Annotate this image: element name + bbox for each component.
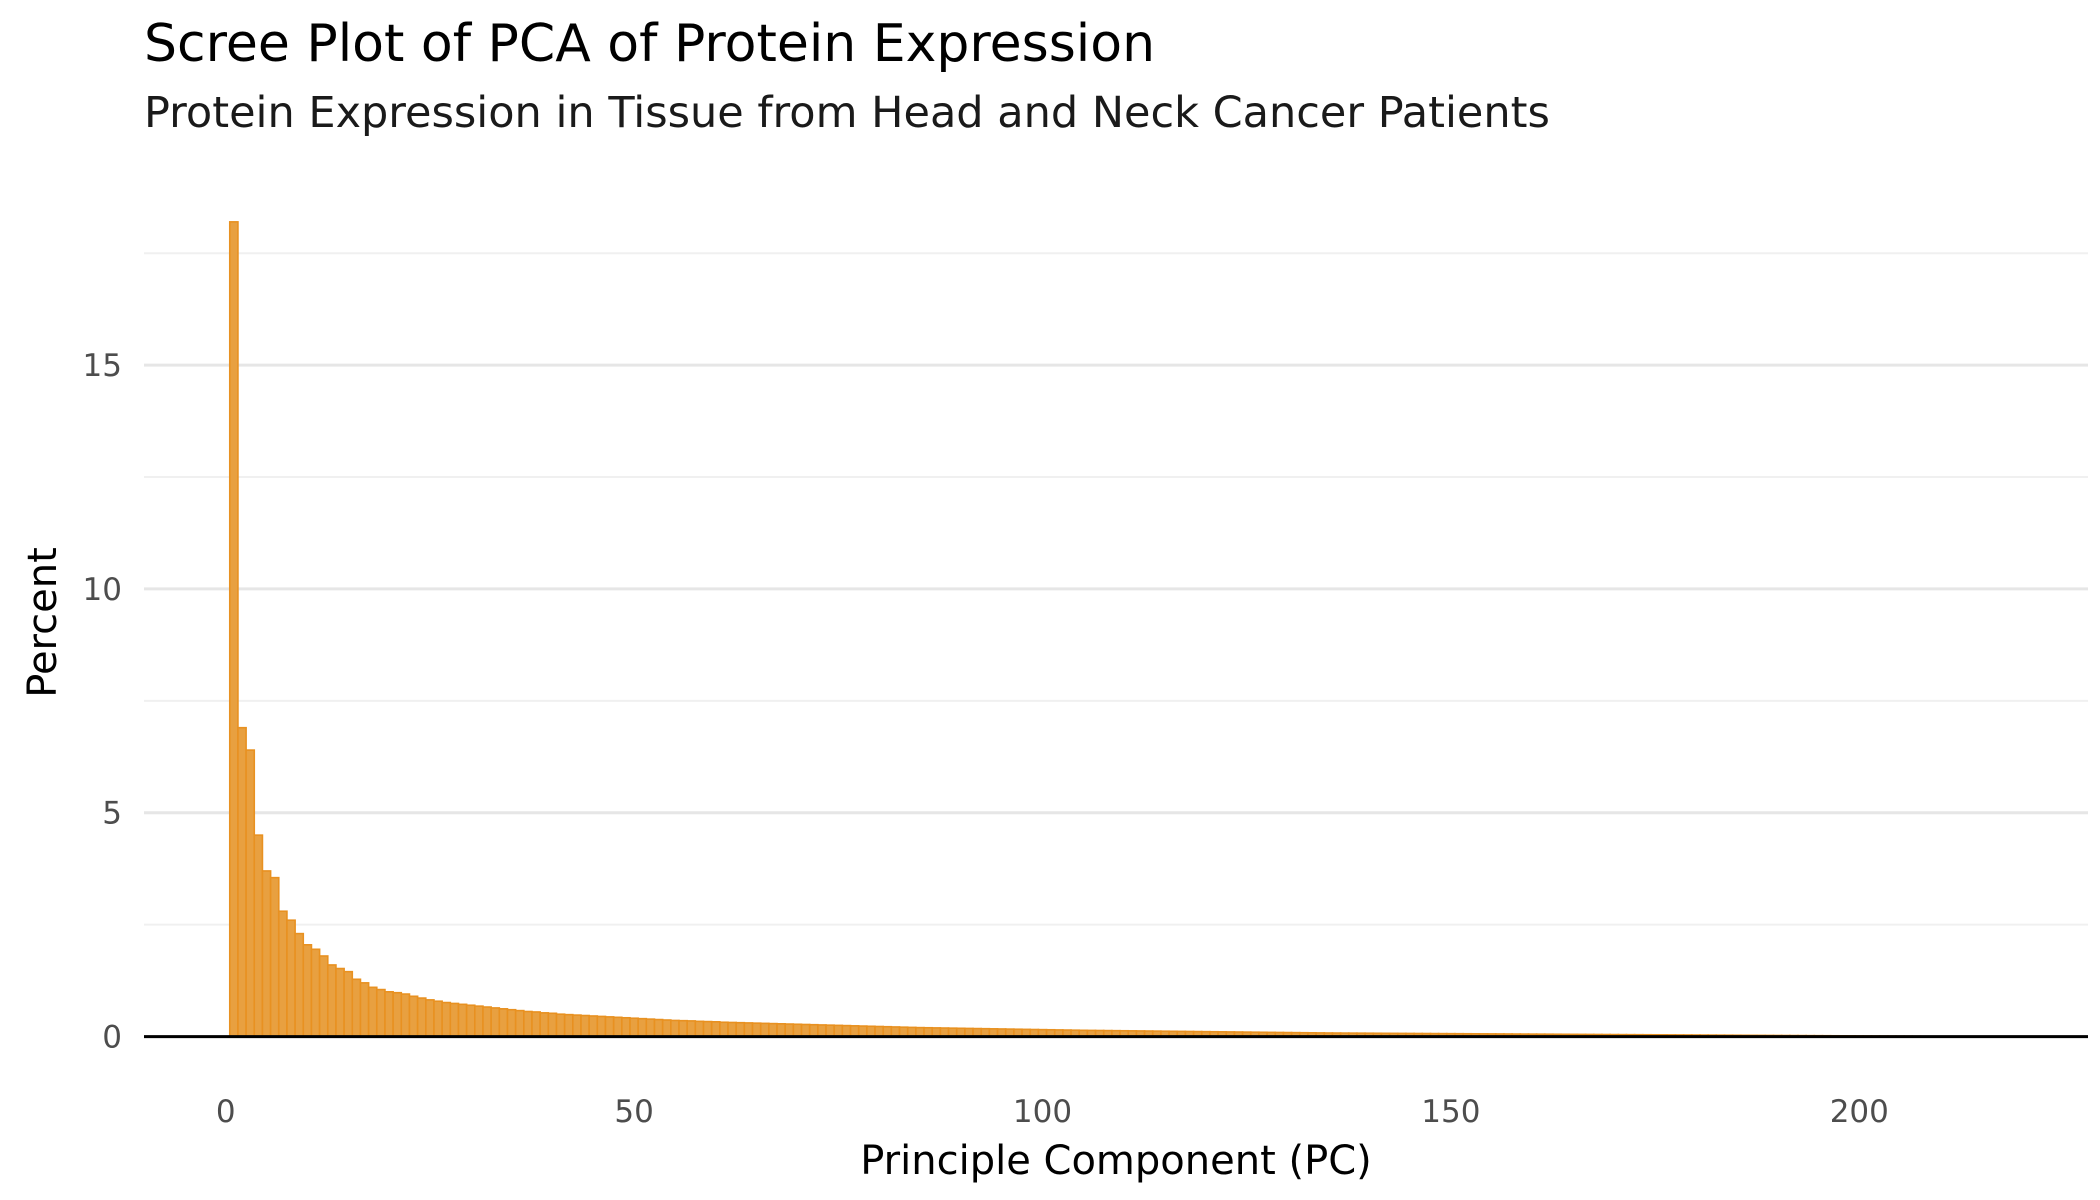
bar-pc-67 <box>768 1022 778 1038</box>
bar-pc-1 <box>228 221 239 1038</box>
bar-pc-52 <box>645 1018 656 1038</box>
bar-pc-61 <box>719 1021 729 1038</box>
x-tick-label: 100 <box>1013 1094 1072 1130</box>
bar-pc-60 <box>710 1020 721 1038</box>
bar-pc-75 <box>833 1024 844 1038</box>
bar-pc-17 <box>359 982 370 1038</box>
chart-title: Scree Plot of PCA of Protein Expression <box>144 14 1156 74</box>
bar-pc-26 <box>433 1000 443 1038</box>
bar-pc-44 <box>580 1014 590 1038</box>
bar-pc-36 <box>514 1009 525 1038</box>
bar-pc-34 <box>498 1008 509 1038</box>
bar-pc-25 <box>424 999 435 1038</box>
bar-pc-32 <box>482 1006 492 1038</box>
bar-pc-53 <box>653 1018 664 1038</box>
bar-pc-27 <box>441 1001 452 1038</box>
bar-pc-78 <box>857 1025 868 1038</box>
bar-pc-65 <box>751 1022 762 1038</box>
bar-pc-74 <box>825 1024 836 1038</box>
bar-pc-80 <box>874 1025 885 1038</box>
bars <box>228 221 2012 1038</box>
bar-pc-56 <box>678 1019 688 1038</box>
bar-pc-46 <box>596 1015 607 1038</box>
bar-pc-8 <box>286 919 296 1038</box>
bar-pc-22 <box>400 993 411 1038</box>
chart-subtitle: Protein Expression in Tissue from Head a… <box>144 88 1550 138</box>
bar-pc-23 <box>408 995 419 1038</box>
bar-pc-9 <box>294 932 305 1038</box>
bar-pc-19 <box>375 988 386 1038</box>
bar-pc-12 <box>318 955 329 1038</box>
y-tick-label: 10 <box>83 572 122 608</box>
bar-pc-77 <box>849 1025 860 1038</box>
bar-pc-79 <box>866 1025 876 1038</box>
bar-pc-62 <box>727 1021 737 1038</box>
bar-pc-72 <box>808 1023 819 1038</box>
bar-pc-10 <box>302 944 313 1038</box>
bar-pc-18 <box>367 986 378 1038</box>
bar-pc-2 <box>237 726 247 1038</box>
bar-pc-6 <box>269 876 280 1038</box>
bar-pc-7 <box>277 910 288 1038</box>
x-tick-label: 200 <box>1830 1094 1889 1130</box>
bar-pc-76 <box>841 1024 852 1038</box>
bar-pc-68 <box>776 1023 786 1038</box>
bar-pc-48 <box>612 1016 623 1038</box>
bar-pc-28 <box>449 1002 460 1038</box>
bar-pc-13 <box>326 964 337 1038</box>
bar-pc-40 <box>547 1012 558 1038</box>
bar-pc-39 <box>539 1012 550 1038</box>
bar-pc-35 <box>506 1008 517 1038</box>
bar-pc-59 <box>702 1020 713 1038</box>
bar-pc-47 <box>604 1016 615 1038</box>
bar-pc-43 <box>572 1014 582 1038</box>
bar-pc-70 <box>792 1023 803 1038</box>
grid-lines <box>144 252 2088 926</box>
bar-pc-66 <box>759 1022 770 1038</box>
bar-pc-51 <box>637 1017 648 1038</box>
bar-pc-55 <box>670 1019 680 1038</box>
bar-pc-58 <box>694 1020 705 1038</box>
bar-pc-16 <box>351 978 362 1038</box>
bar-pc-5 <box>261 870 272 1038</box>
y-axis-ticks: 0 5 10 15 <box>83 348 122 1055</box>
y-axis-title: Percent <box>20 547 66 698</box>
bar-pc-64 <box>743 1022 754 1038</box>
x-axis-ticks: 0 50 100 150 200 <box>216 1094 1889 1130</box>
bar-pc-15 <box>343 970 354 1038</box>
y-tick-label: 0 <box>102 1020 122 1056</box>
x-tick-label: 150 <box>1421 1094 1480 1130</box>
bar-pc-42 <box>563 1013 574 1038</box>
bar-pc-24 <box>416 997 427 1038</box>
bar-pc-14 <box>335 967 345 1038</box>
bar-pc-73 <box>817 1024 827 1038</box>
bar-pc-11 <box>310 948 321 1038</box>
y-tick-label: 15 <box>83 348 122 384</box>
bar-pc-57 <box>686 1020 697 1038</box>
y-tick-label: 5 <box>102 796 122 832</box>
bar-pc-4 <box>253 834 264 1038</box>
bar-pc-50 <box>629 1017 639 1038</box>
bar-pc-20 <box>384 991 394 1038</box>
x-axis-title: Principle Component (PC) <box>860 1138 1371 1184</box>
bar-pc-3 <box>245 749 256 1038</box>
x-tick-label: 50 <box>614 1094 653 1130</box>
x-tick-label: 0 <box>216 1094 236 1130</box>
bar-pc-69 <box>784 1023 795 1038</box>
bar-pc-71 <box>800 1023 811 1038</box>
bar-pc-31 <box>474 1005 484 1038</box>
bar-pc-63 <box>735 1021 746 1038</box>
bar-pc-41 <box>555 1013 566 1038</box>
bar-pc-33 <box>490 1007 501 1038</box>
bar-pc-38 <box>531 1011 541 1038</box>
bar-pc-21 <box>392 991 403 1038</box>
bar-pc-54 <box>661 1019 672 1038</box>
bar-pc-45 <box>588 1015 599 1038</box>
bar-pc-37 <box>523 1010 533 1038</box>
bar-pc-29 <box>457 1003 468 1038</box>
bar-pc-49 <box>621 1016 631 1038</box>
bar-pc-30 <box>465 1004 476 1038</box>
